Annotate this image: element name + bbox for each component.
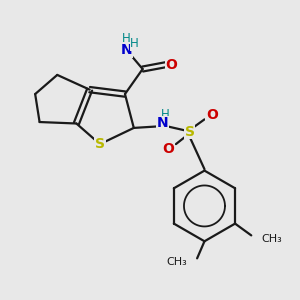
Text: O: O (166, 58, 177, 72)
Text: N: N (121, 43, 132, 57)
Text: H: H (161, 108, 170, 121)
Text: S: S (185, 125, 195, 139)
Text: O: O (206, 108, 218, 122)
Text: O: O (162, 142, 174, 155)
Text: H: H (130, 37, 139, 50)
Text: N: N (157, 116, 168, 130)
Text: H: H (122, 32, 131, 45)
Text: CH₃: CH₃ (166, 257, 187, 267)
Text: S: S (95, 137, 105, 151)
Text: CH₃: CH₃ (262, 234, 282, 244)
